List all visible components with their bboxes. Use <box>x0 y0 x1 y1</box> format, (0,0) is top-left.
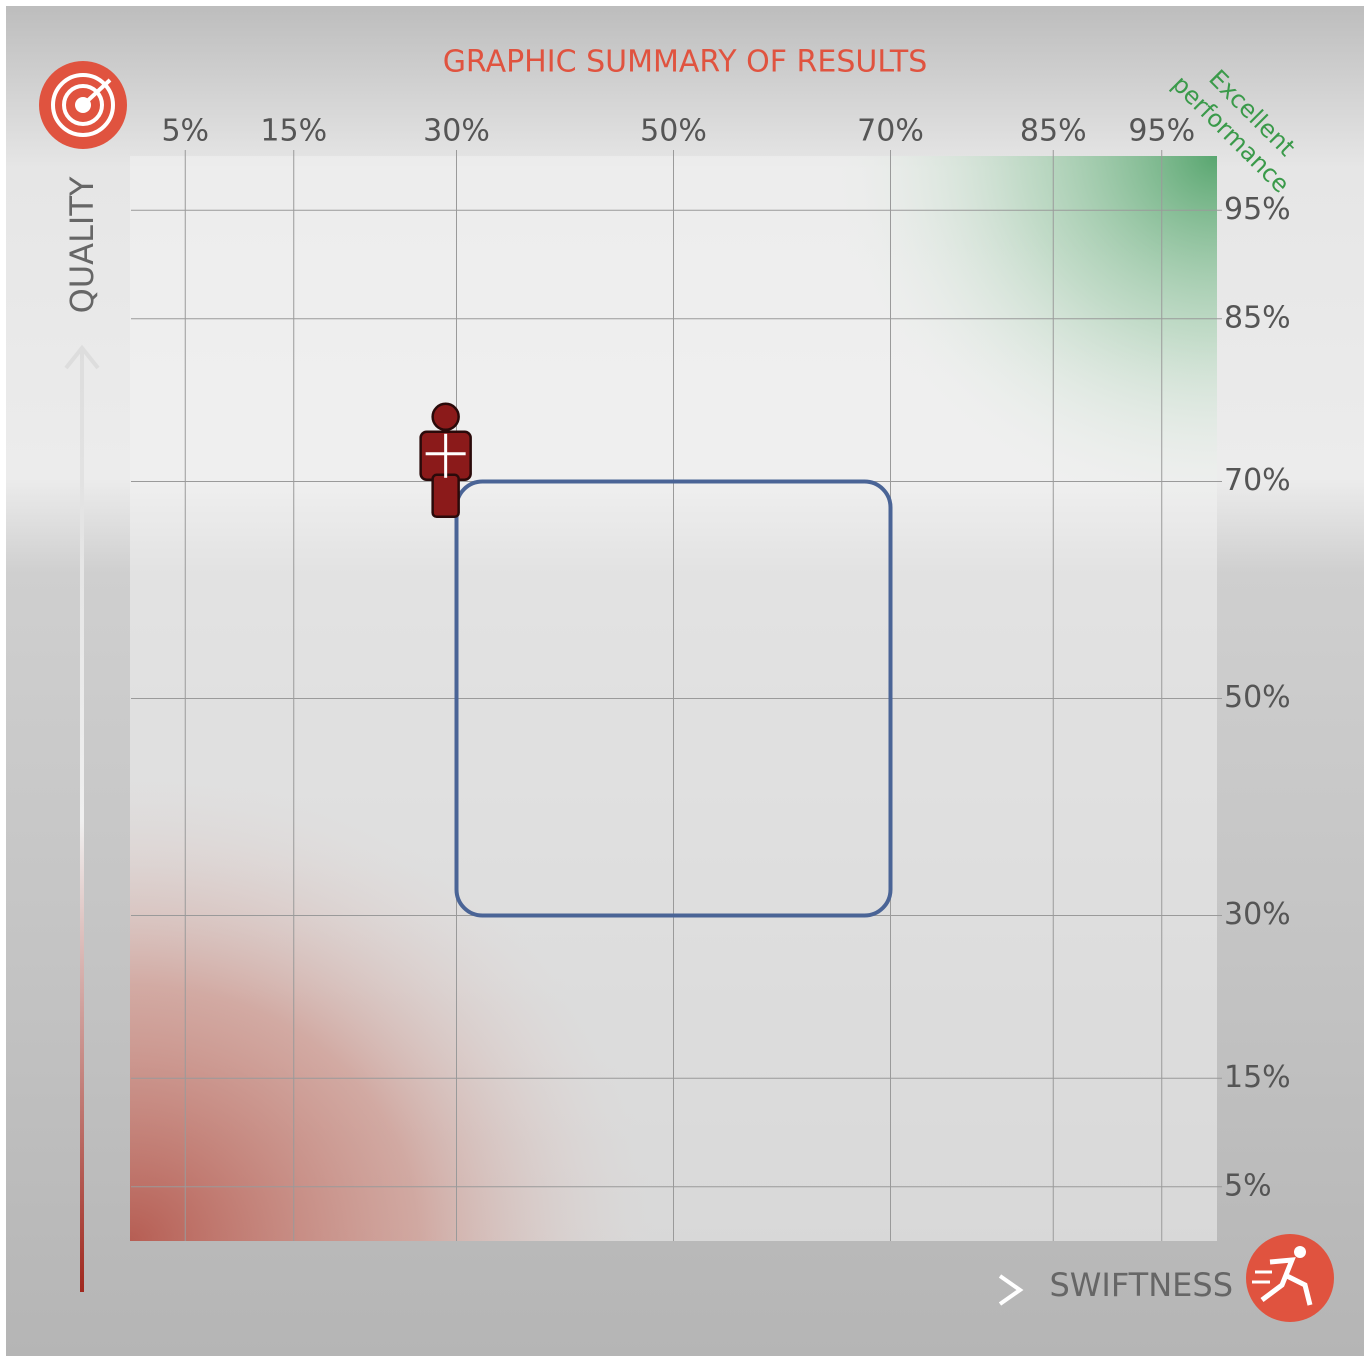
low-zone <box>130 620 830 1241</box>
runner-icon <box>1246 1234 1334 1322</box>
x-axis-label: SWIFTNESS <box>1049 1266 1233 1304</box>
person-head <box>433 404 459 430</box>
y-tick-label: 95% <box>1224 192 1291 227</box>
chart: GRAPHIC SUMMARY OF RESULTS QUALITY SWIFT… <box>0 0 1370 1360</box>
x-tick-label: 70% <box>857 114 924 149</box>
x-tick-label: 30% <box>423 114 490 149</box>
high-zone <box>700 156 1217 636</box>
y-tick-label: 15% <box>1224 1060 1291 1095</box>
x-tick-label: 15% <box>260 114 327 149</box>
y-tick-label: 70% <box>1224 463 1291 498</box>
target-icon <box>39 61 127 149</box>
x-tick-label: 85% <box>1020 114 1087 149</box>
y-tick-label: 85% <box>1224 300 1291 335</box>
x-tick-label: 50% <box>640 114 707 149</box>
y-tick-label: 5% <box>1224 1168 1272 1203</box>
y-tick-label: 30% <box>1224 897 1291 932</box>
y-tick-label: 50% <box>1224 680 1291 715</box>
person-legs <box>433 475 459 517</box>
y-axis <box>80 350 84 1292</box>
chart-title: GRAPHIC SUMMARY OF RESULTS <box>443 45 928 80</box>
y-axis-label: QUALITY <box>63 176 101 313</box>
x-tick-label: 5% <box>161 114 209 149</box>
x-tick-label: 95% <box>1128 114 1195 149</box>
